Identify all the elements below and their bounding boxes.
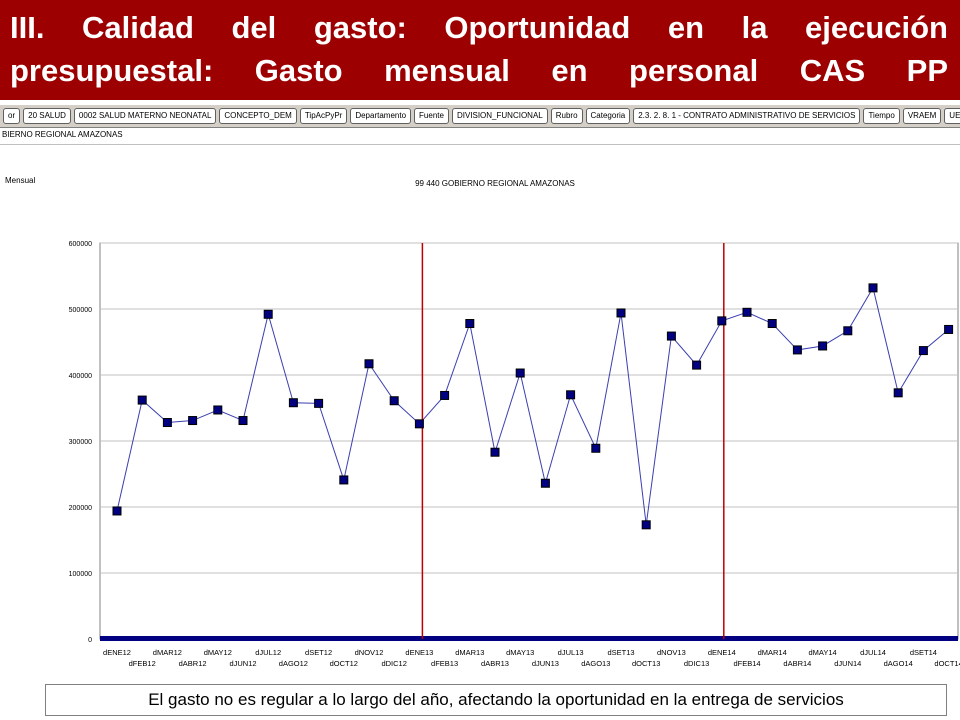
x-tick-label: dJUL12 — [255, 648, 281, 657]
filter-pill[interactable]: 20 SALUD — [23, 108, 71, 124]
filter-pill[interactable]: Rubro — [550, 108, 583, 124]
y-tick-label: 300000 — [69, 439, 92, 446]
data-point — [263, 309, 273, 319]
data-point — [339, 475, 349, 485]
data-point — [414, 419, 424, 429]
data-point — [515, 368, 525, 378]
filter-pill[interactable]: 0002 SALUD MATERNO NEONATAL — [73, 108, 217, 124]
y-axis-label: Mensual — [5, 176, 35, 185]
data-point — [188, 416, 198, 426]
x-tick-label: dDIC12 — [381, 659, 406, 668]
x-tick-label: dMAY14 — [808, 648, 836, 657]
x-tick-label: dMAR14 — [758, 648, 787, 657]
x-tick-label: dENE12 — [103, 648, 131, 657]
data-point — [717, 316, 727, 326]
data-point — [389, 396, 399, 406]
filter-pill[interactable]: VRAEM — [902, 108, 942, 124]
y-tick-label: 200000 — [69, 505, 92, 512]
data-point — [893, 388, 903, 398]
series-line — [116, 286, 949, 525]
x-tick-label: dJUN14 — [834, 659, 861, 668]
x-tick-label: dJUN12 — [229, 659, 256, 668]
x-tick-label: dSET12 — [305, 648, 332, 657]
filter-pill[interactable]: TipAcPyPr — [299, 108, 348, 124]
x-tick-label: dFEB13 — [431, 659, 458, 668]
data-point — [112, 506, 122, 516]
x-tick-label: dENE13 — [405, 648, 433, 657]
data-point — [868, 283, 878, 293]
x-tick-label: dMAY13 — [506, 648, 534, 657]
data-point — [792, 345, 802, 355]
x-tick-label: dNOV13 — [657, 648, 686, 657]
filter-pill[interactable]: Categoria — [585, 108, 631, 124]
data-point — [288, 398, 298, 408]
data-point — [540, 478, 550, 488]
data-point — [465, 319, 475, 329]
x-tick-label: dMAY12 — [204, 648, 232, 657]
data-point — [818, 341, 828, 351]
x-tick-label: dABR12 — [179, 659, 207, 668]
data-point — [918, 346, 928, 356]
footer-caption: El gasto no es regular a lo largo del añ… — [45, 684, 947, 716]
x-tick-label: dABR14 — [783, 659, 811, 668]
filter-pill[interactable]: CONCEPTO_DEM — [219, 108, 297, 124]
data-point — [944, 324, 954, 334]
chart-title: 99 440 GOBIERNO REGIONAL AMAZONAS — [415, 179, 575, 188]
data-point — [440, 390, 450, 400]
data-point — [767, 319, 777, 329]
data-point — [162, 418, 172, 428]
x-tick-label: dOCT12 — [330, 659, 358, 668]
data-point — [213, 405, 223, 415]
filter-pill[interactable]: 2.3. 2. 8. 1 - CONTRATO ADMINISTRATIVO D… — [633, 108, 861, 124]
filter-toolbar: or 20 SALUD 0002 SALUD MATERNO NEONATAL CON… — [0, 104, 960, 128]
y-tick-label: 400000 — [69, 373, 92, 380]
data-point — [238, 416, 248, 426]
data-point — [490, 447, 500, 457]
data-point — [742, 307, 752, 317]
filter-pill[interactable]: or — [3, 108, 21, 124]
x-tick-label: dFEB12 — [129, 659, 156, 668]
entity-label: BIERNO REGIONAL AMAZONAS — [0, 128, 960, 145]
slide-title: III. Calidad del gasto: Oportunidad en l… — [10, 10, 948, 88]
x-tick-label: dJUN13 — [532, 659, 559, 668]
x-tick-label: dABR13 — [481, 659, 509, 668]
data-point — [692, 360, 702, 370]
data-point — [666, 331, 676, 341]
x-tick-label: dNOV12 — [355, 648, 384, 657]
x-axis-bar — [100, 636, 958, 641]
x-tick-label: dFEB14 — [733, 659, 760, 668]
x-tick-label: dAGO13 — [581, 659, 610, 668]
filter-pill[interactable]: Fuente — [414, 108, 449, 124]
data-point — [566, 390, 576, 400]
x-tick-label: dMAR12 — [153, 648, 182, 657]
y-tick-label: 500000 — [69, 307, 92, 314]
line-chart: Mensual 99 440 GOBIERNO REGIONAL AMAZONAS… — [5, 176, 960, 668]
data-point — [641, 520, 651, 530]
data-point — [314, 398, 324, 408]
x-tick-label: dAGO12 — [279, 659, 308, 668]
data-point — [616, 308, 626, 318]
x-tick-label: dDIC13 — [684, 659, 709, 668]
x-tick-label: dENE14 — [708, 648, 736, 657]
data-point — [843, 326, 853, 336]
data-point — [137, 395, 147, 405]
y-tick-label: 100000 — [69, 571, 92, 578]
x-tick-label: dJUL13 — [558, 648, 584, 657]
filter-pill[interactable]: UE_AMAZ — [944, 108, 960, 124]
x-tick-label: dJUL14 — [860, 648, 886, 657]
x-tick-label: dAGO14 — [884, 659, 913, 668]
x-tick-label: dSET14 — [910, 648, 937, 657]
y-tick-label: 0 — [88, 637, 92, 644]
y-tick-label: 600000 — [69, 241, 92, 248]
filter-pill[interactable]: Tiempo — [863, 108, 900, 124]
data-point — [364, 359, 374, 369]
filter-pill[interactable]: DIVISION_FUNCIONAL — [451, 108, 548, 124]
data-point — [591, 443, 601, 453]
filter-pill[interactable]: Departamento — [350, 108, 412, 124]
x-tick-label: dOCT13 — [632, 659, 660, 668]
x-tick-label: dMAR13 — [455, 648, 484, 657]
x-tick-label: dOCT14 — [934, 659, 960, 668]
x-tick-label: dSET13 — [607, 648, 634, 657]
title-bar: III. Calidad del gasto: Oportunidad en l… — [0, 0, 960, 100]
